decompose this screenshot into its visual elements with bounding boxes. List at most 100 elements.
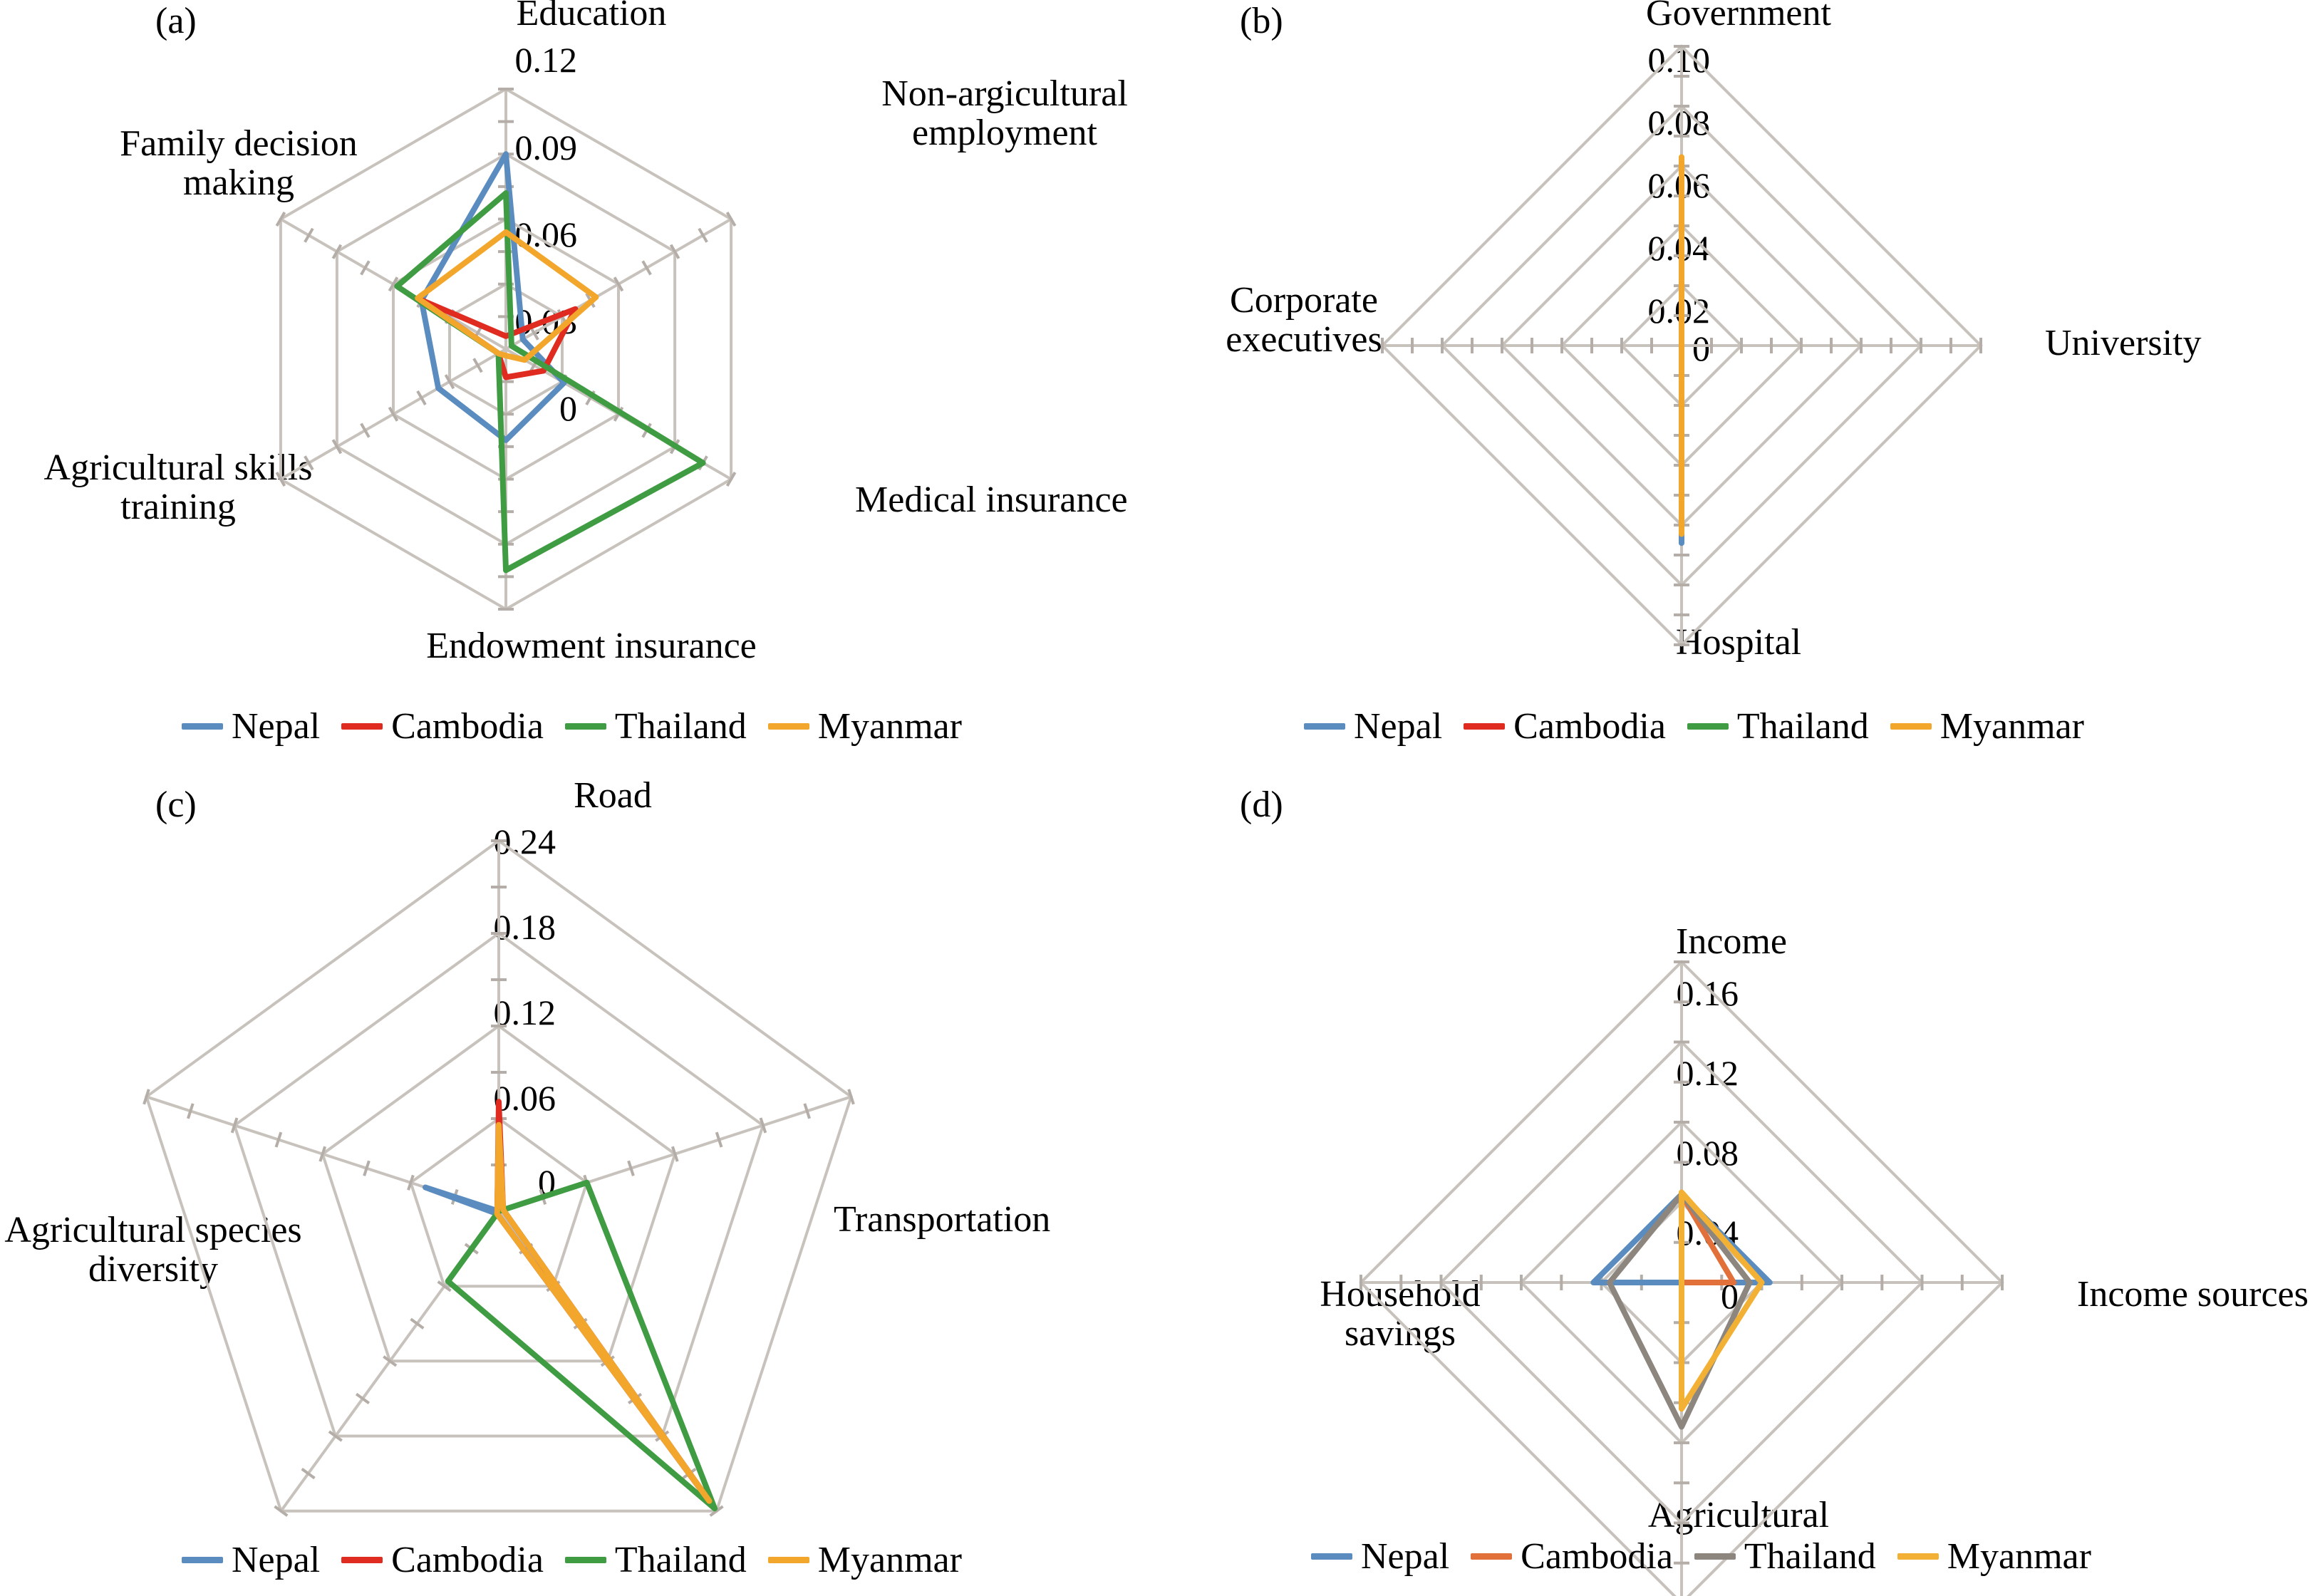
radar-series-thailand <box>394 190 706 574</box>
legend-swatch-myanmar <box>767 723 809 730</box>
axis-label-b-government: Government <box>1646 0 1831 33</box>
radar-series-thailand <box>1606 1191 1753 1430</box>
radar-tick-mark <box>444 374 455 390</box>
legend-swatch-cambodia <box>1464 723 1506 730</box>
legend-swatch-nepal <box>182 1557 223 1563</box>
radar-plot-d <box>1359 960 2004 1596</box>
legend-swatch-myanmar <box>767 1557 809 1563</box>
radar-tick-mark <box>410 1317 425 1330</box>
legend-d: Nepal Cambodia Thailand Myanmar <box>1311 1535 2091 1577</box>
radar-tick-mark <box>360 260 371 276</box>
radar-series-cambodia <box>494 1099 713 1504</box>
legend-item-b-1: Cambodia <box>1464 705 1666 747</box>
radar-tick-mark <box>437 1280 452 1292</box>
legend-swatch-nepal <box>1311 1553 1352 1560</box>
legend-label-c-0: Nepal <box>232 1540 321 1580</box>
panel-d: (d) Income Income sources Agricultural H… <box>1169 784 2315 1596</box>
tick-label-d-2: 0.08 <box>1676 1133 1739 1173</box>
legend-swatch-nepal <box>1304 723 1345 730</box>
radar-tick-mark <box>331 244 343 259</box>
legend-label-a-3: Myanmar <box>817 706 962 747</box>
axis-label-b-university: University <box>2045 323 2202 363</box>
legend-item-c-0: Nepal <box>182 1539 320 1581</box>
radar-ring <box>232 931 765 1438</box>
tick-label-a-0: 0 <box>559 388 577 428</box>
radar-tick-mark <box>715 1131 723 1148</box>
radar-tick-mark <box>328 1430 343 1442</box>
tick-label-c-3: 0.18 <box>493 907 556 947</box>
legend-a: Nepal Cambodia Thailand Myanmar <box>182 705 962 747</box>
radar-tick-mark <box>275 471 286 487</box>
panel-a: (a) Education Non-argicultural employmen… <box>0 0 1169 755</box>
tick-label-a-3: 0.09 <box>514 128 578 167</box>
radar-tick-mark <box>360 423 371 438</box>
legend-c: Nepal Cambodia Thailand Myanmar <box>182 1539 962 1581</box>
axis-label-a-education: Education <box>516 0 667 33</box>
legend-item-a-0: Nepal <box>182 705 320 747</box>
legend-label-a-1: Cambodia <box>391 706 544 747</box>
legend-swatch-thailand <box>564 1557 606 1563</box>
radar-tick-mark <box>847 1089 855 1105</box>
legend-swatch-cambodia <box>341 1557 383 1563</box>
radar-series-myanmar <box>415 229 599 363</box>
radar-tick-mark <box>331 439 343 455</box>
legend-label-b-1: Cambodia <box>1513 706 1666 747</box>
legend-swatch-thailand <box>1694 1553 1736 1560</box>
legend-item-a-3: Myanmar <box>767 705 962 747</box>
legend-item-d-2: Thailand <box>1694 1535 1876 1577</box>
legend-item-c-3: Myanmar <box>767 1539 962 1581</box>
radar-tick-mark <box>143 1089 150 1105</box>
legend-label-b-2: Thailand <box>1736 706 1869 747</box>
legend-label-c-2: Thailand <box>614 1540 747 1580</box>
radar-series-nepal <box>418 151 567 443</box>
legend-label-d-1: Cambodia <box>1521 1536 1673 1577</box>
legend-label-c-1: Cambodia <box>391 1540 544 1580</box>
axis-label-d-income: Income <box>1676 921 1787 962</box>
radar-tick-mark <box>363 1160 371 1176</box>
radar-tick-mark <box>301 1467 316 1480</box>
legend-label-b-3: Myanmar <box>1939 706 2084 747</box>
radar-tick-mark <box>274 1505 289 1517</box>
legend-item-c-1: Cambodia <box>341 1539 544 1581</box>
axis-label-a-family: Family decision making <box>120 123 358 203</box>
radar-tick-mark <box>416 390 427 405</box>
radar-series-myanmar <box>494 1121 713 1504</box>
legend-swatch-cambodia <box>1471 1553 1513 1560</box>
legend-item-b-2: Thailand <box>1687 705 1869 747</box>
axis-label-d-income-sources: Income sources <box>2077 1274 2309 1315</box>
legend-label-d-0: Nepal <box>1361 1536 1450 1577</box>
legend-item-d-3: Myanmar <box>1897 1535 2091 1577</box>
legend-label-a-0: Nepal <box>232 706 321 747</box>
radar-tick-mark <box>274 1131 283 1148</box>
legend-label-c-3: Myanmar <box>817 1540 962 1580</box>
panel-d-label: (d) <box>1240 784 1283 825</box>
radar-series-nepal <box>423 1184 713 1504</box>
radar-tick-mark <box>759 1117 767 1134</box>
legend-label-d-2: Thailand <box>1744 1536 1876 1577</box>
axis-label-a-medical: Medical insurance <box>855 480 1128 520</box>
panel-b-label: (b) <box>1240 1 1283 41</box>
radar-tick-mark <box>318 1146 327 1162</box>
radar-tick-mark <box>407 1174 415 1191</box>
radar-tick-mark <box>670 1146 679 1162</box>
radar-tick-mark <box>613 276 624 292</box>
radar-plot-a <box>275 87 737 611</box>
axis-label-b-corporate: Corporate executives <box>1226 280 1382 360</box>
tick-label-a-4: 0.12 <box>514 40 578 80</box>
radar-tick-mark <box>304 227 314 243</box>
radar-ring <box>321 1024 677 1363</box>
legend-item-c-2: Thailand <box>564 1539 747 1581</box>
radar-series-myanmar <box>1679 1189 1765 1412</box>
legend-swatch-thailand <box>564 723 606 730</box>
legend-item-a-1: Cambodia <box>341 705 544 747</box>
radar-ring <box>409 1116 589 1288</box>
radar-tick-mark <box>472 358 483 373</box>
radar-tick-mark <box>304 455 314 471</box>
axis-label-c-transportation: Transportation <box>834 1199 1051 1240</box>
radar-ring <box>145 839 853 1513</box>
radar-plot-b <box>1380 44 1983 647</box>
radar-tick-mark <box>725 211 737 227</box>
radar-tick-mark <box>355 1392 371 1405</box>
legend-label-a-2: Thailand <box>614 706 747 747</box>
